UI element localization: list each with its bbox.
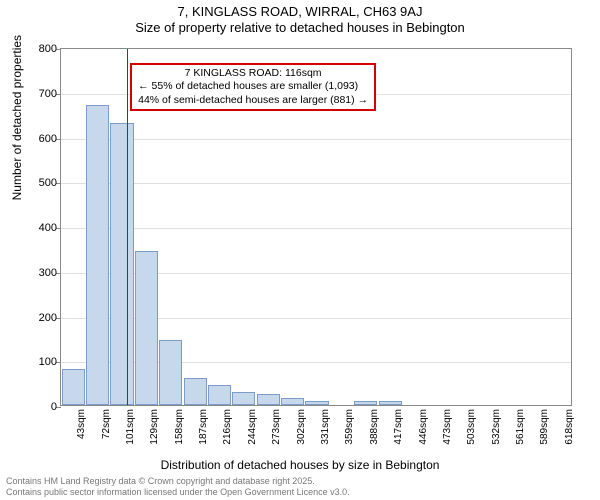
ytick-label: 700 xyxy=(39,88,57,100)
bar xyxy=(86,105,109,405)
xtick-label: 561sqm xyxy=(515,409,526,445)
xtick-label: 302sqm xyxy=(296,409,307,445)
xtick-label: 158sqm xyxy=(174,409,185,445)
bar xyxy=(305,401,328,405)
marker-line xyxy=(127,49,128,405)
ytick-label: 500 xyxy=(39,177,57,189)
xtick-label: 273sqm xyxy=(271,409,282,445)
xtick-label: 129sqm xyxy=(149,409,160,445)
callout-title: 7 KINGLASS ROAD: 116sqm xyxy=(138,67,368,80)
xtick-label: 618sqm xyxy=(564,409,575,445)
bar xyxy=(135,251,158,405)
ytick-label: 200 xyxy=(39,312,57,324)
xtick-label: 589sqm xyxy=(539,409,550,445)
attribution-block: Contains HM Land Registry data © Crown c… xyxy=(6,476,350,498)
bar xyxy=(184,378,207,405)
bar xyxy=(159,340,182,405)
gridline xyxy=(61,228,571,229)
xtick-label: 43sqm xyxy=(76,409,87,439)
ytick-label: 800 xyxy=(39,43,57,55)
bar xyxy=(208,385,231,405)
title-line-1: 7, KINGLASS ROAD, WIRRAL, CH63 9AJ xyxy=(0,4,600,19)
y-axis-label: Number of detached properties xyxy=(10,35,24,200)
gridline xyxy=(61,183,571,184)
ytick-label: 100 xyxy=(39,356,57,368)
ytick-label: 300 xyxy=(39,267,57,279)
xtick-label: 388sqm xyxy=(369,409,380,445)
xtick-label: 473sqm xyxy=(442,409,453,445)
callout-line-a: ← 55% of detached houses are smaller (1,… xyxy=(138,80,368,93)
xtick-label: 532sqm xyxy=(491,409,502,445)
callout-line-b: 44% of semi-detached houses are larger (… xyxy=(138,94,368,107)
title-block: 7, KINGLASS ROAD, WIRRAL, CH63 9AJ Size … xyxy=(0,0,600,35)
xtick-label: 446sqm xyxy=(418,409,429,445)
attribution-line-1: Contains HM Land Registry data © Crown c… xyxy=(6,476,350,487)
xtick-label: 359sqm xyxy=(344,409,355,445)
bar xyxy=(232,392,255,405)
bar xyxy=(257,394,280,405)
x-axis-label: Distribution of detached houses by size … xyxy=(0,458,600,472)
ytick-label: 0 xyxy=(51,401,57,413)
bar xyxy=(379,401,402,405)
xtick-label: 503sqm xyxy=(466,409,477,445)
plot-area: 010020030040050060070080043sqm72sqm101sq… xyxy=(60,48,572,406)
bar xyxy=(354,401,377,405)
xtick-label: 101sqm xyxy=(125,409,136,445)
bar xyxy=(110,123,133,405)
xtick-label: 72sqm xyxy=(101,409,112,439)
xtick-label: 331sqm xyxy=(320,409,331,445)
ytick-label: 600 xyxy=(39,133,57,145)
bar xyxy=(281,398,304,405)
ytick-label: 400 xyxy=(39,222,57,234)
callout-box: 7 KINGLASS ROAD: 116sqm← 55% of detached… xyxy=(130,63,376,110)
gridline xyxy=(61,139,571,140)
bar xyxy=(62,369,85,405)
xtick-label: 244sqm xyxy=(247,409,258,445)
attribution-line-2: Contains public sector information licen… xyxy=(6,487,350,498)
chart-container: 7, KINGLASS ROAD, WIRRAL, CH63 9AJ Size … xyxy=(0,0,600,500)
title-line-2: Size of property relative to detached ho… xyxy=(0,20,600,35)
xtick-label: 216sqm xyxy=(222,409,233,445)
xtick-label: 417sqm xyxy=(393,409,404,445)
xtick-label: 187sqm xyxy=(198,409,209,445)
